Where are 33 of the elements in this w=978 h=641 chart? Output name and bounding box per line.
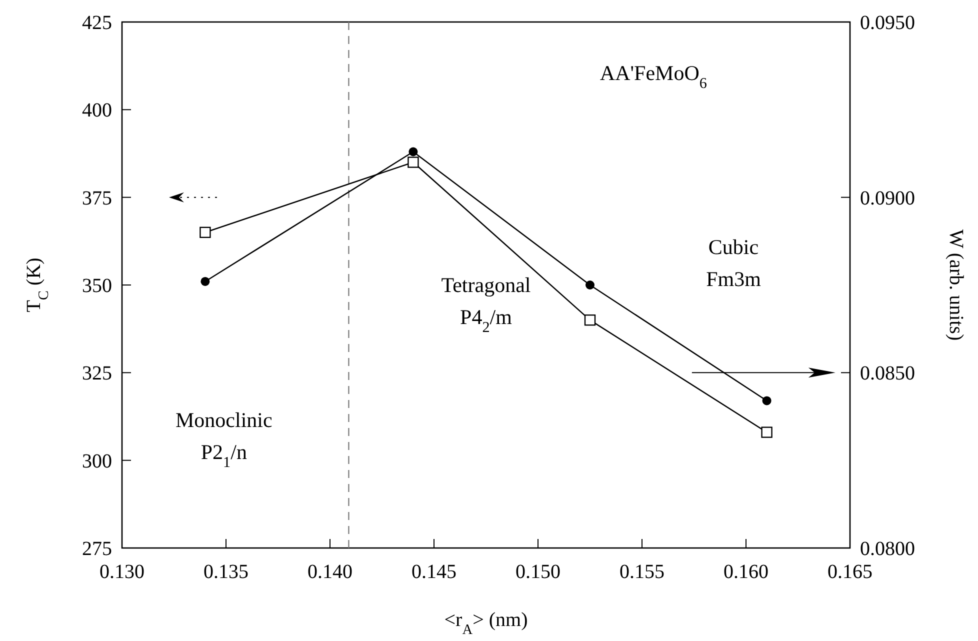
point (408, 147, 418, 156)
y2-tick-label: 0.0950 (860, 12, 915, 34)
y2-tick-label: 0.0850 (860, 362, 915, 385)
annotation: Cubic Fm3m (706, 235, 761, 291)
y-tick-label: 325 (82, 362, 112, 385)
x-tick-label: 0.145 (412, 561, 456, 583)
x-tick-label: 0.155 (620, 561, 664, 583)
y-tick-label: 300 (82, 450, 112, 472)
point (761, 426, 772, 438)
y-tick-label: 425 (82, 12, 112, 34)
y2-tick-label: 0.0800 (860, 538, 915, 560)
point (586, 280, 594, 290)
x-tick-label: 0.140 (308, 561, 352, 583)
y2-axis-title: W (arb. units) (945, 229, 967, 341)
x-tick-label: 0.165 (828, 561, 872, 583)
annotation: Monoclinic P2$_{1}$/n (176, 408, 272, 471)
point (200, 276, 210, 286)
point (762, 396, 772, 406)
x-tick-label: 0.160 (724, 561, 768, 583)
x-axis-title: <r$_{A}$> (nm) (444, 609, 528, 638)
annotation: AA'FeMoO$_{6}$ (600, 61, 708, 92)
y2-tick-label: 0.0900 (860, 187, 915, 210)
point (408, 156, 419, 168)
y-tick-label: 400 (82, 100, 112, 122)
y-tick-label: 275 (82, 538, 112, 560)
point (584, 314, 596, 326)
y-tick-label: 375 (82, 187, 112, 210)
x-tick-label: 0.150 (516, 561, 560, 583)
y-tick-label: 350 (82, 275, 112, 297)
x-tick-label: 0.130 (100, 561, 144, 583)
annotation: Tetragonal P4$_{2}$/m (441, 273, 531, 336)
x-tick-label: 0.135 (204, 561, 248, 583)
point (200, 226, 211, 238)
